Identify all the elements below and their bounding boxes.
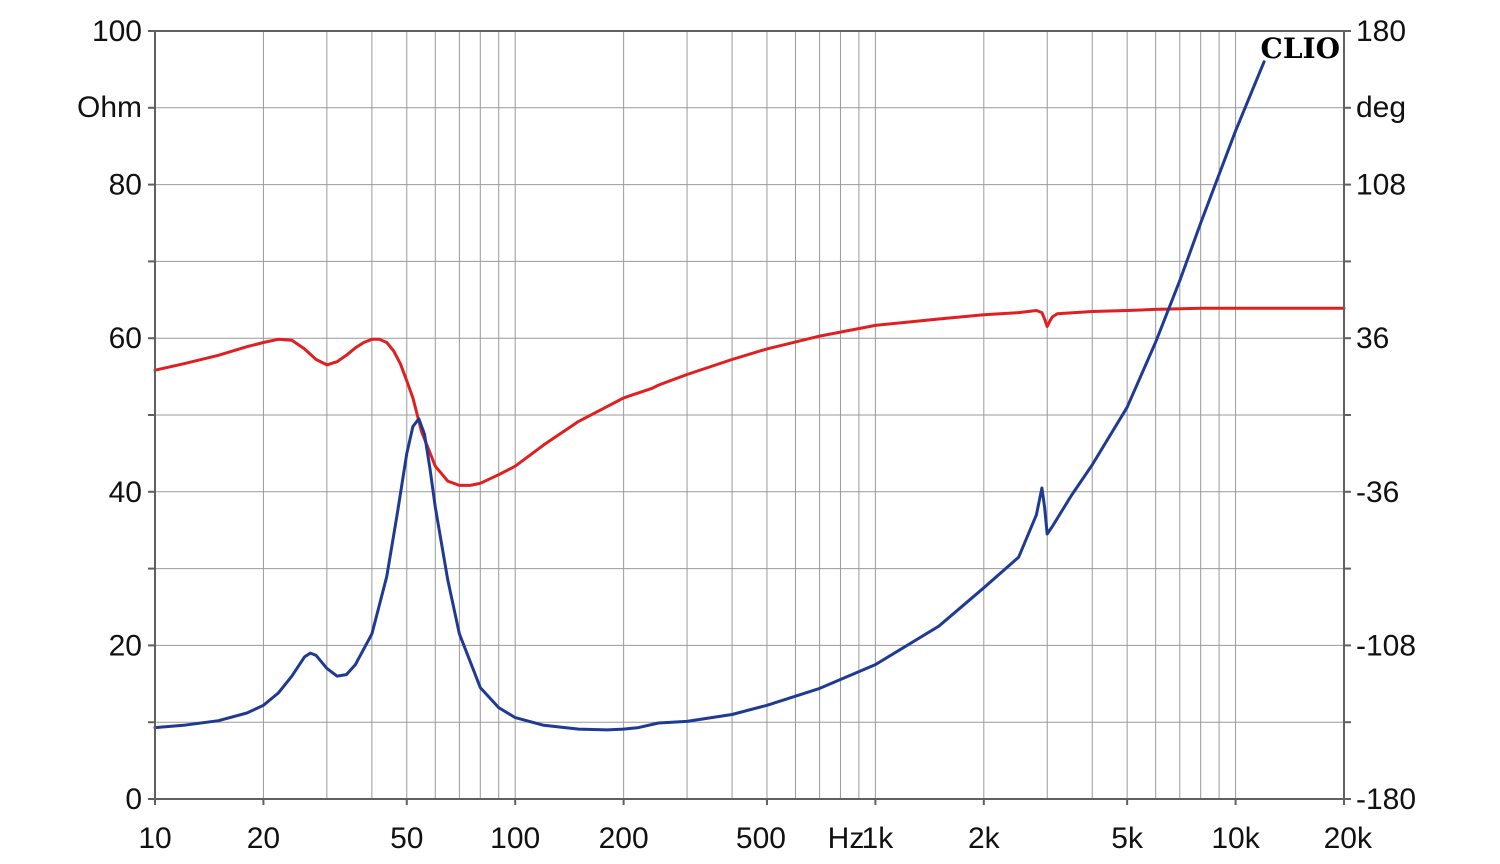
x-tick-label: 10 xyxy=(138,822,171,855)
phase-curve xyxy=(153,306,1346,487)
x-tick-label: 50 xyxy=(390,822,423,855)
x-tick-label: 100 xyxy=(490,822,540,855)
right-y-tick-label: -180 xyxy=(1356,783,1416,816)
x-tick-label: 10k xyxy=(1211,822,1260,855)
left-y-tick-label: 40 xyxy=(109,476,142,509)
x-tick-label: 20 xyxy=(247,822,280,855)
right-y-tick-label: -108 xyxy=(1356,629,1416,662)
x-unit-label: Hz xyxy=(828,822,865,855)
right-y-tick-label: 180 xyxy=(1356,15,1406,48)
x-tick-label: 2k xyxy=(968,822,1001,855)
x-tick-label: 200 xyxy=(599,822,649,855)
right-y-tick-label: 108 xyxy=(1356,169,1406,202)
x-tick-label: 20k xyxy=(1324,822,1373,855)
x-tick-labels: 10 20 50 100 200 500 1k 2k 5k 10k 20k xyxy=(138,822,1373,855)
left-y-tick-label: 80 xyxy=(109,169,142,202)
left-y-tick-label: 20 xyxy=(109,629,142,662)
right-unit-label: deg xyxy=(1356,91,1406,124)
x-tick-label: 5k xyxy=(1111,822,1144,855)
series-layer xyxy=(153,60,1346,732)
axis-tick-marks xyxy=(148,30,1351,805)
clio-watermark: CLIO xyxy=(1261,32,1340,65)
right-y-tick-label: 36 xyxy=(1356,322,1389,355)
impedance-curve xyxy=(153,60,1266,732)
x-tick-label: 500 xyxy=(736,822,786,855)
left-y-tick-label: 100 xyxy=(92,15,142,48)
x-tick-label: 1k xyxy=(862,822,895,855)
right-y-tick-labels: -180 -108 -36 36 108 180 xyxy=(1356,15,1416,816)
left-y-tick-label: 0 xyxy=(125,783,142,816)
horizontal-gridlines xyxy=(155,107,1344,723)
left-unit-label: Ohm xyxy=(77,91,142,124)
left-y-tick-label: 60 xyxy=(109,322,142,355)
left-y-tick-labels: 0 20 40 60 80 100 xyxy=(92,15,142,816)
right-y-tick-label: -36 xyxy=(1356,476,1399,509)
